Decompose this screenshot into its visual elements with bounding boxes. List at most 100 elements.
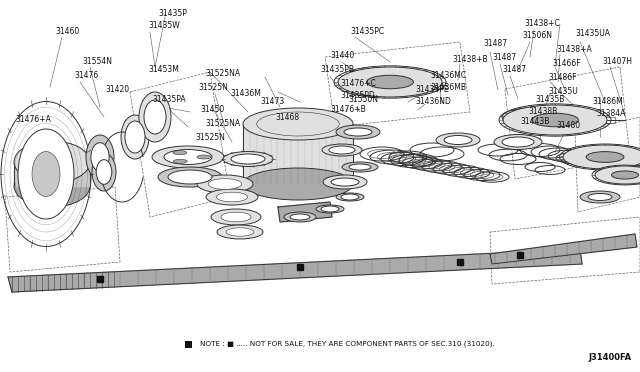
Text: J31400FA: J31400FA [589, 353, 632, 362]
Ellipse shape [331, 178, 359, 186]
Text: 31435PB: 31435PB [320, 65, 354, 74]
Ellipse shape [611, 171, 639, 179]
Text: 31435PD: 31435PD [340, 92, 375, 100]
Ellipse shape [158, 167, 222, 187]
Ellipse shape [329, 146, 355, 154]
Text: 31440: 31440 [330, 51, 355, 61]
Text: 31435PA: 31435PA [152, 96, 186, 105]
Bar [297, 264, 303, 270]
Ellipse shape [92, 153, 116, 191]
Bar [97, 276, 103, 282]
Ellipse shape [221, 212, 251, 222]
Ellipse shape [563, 145, 640, 169]
Text: 31436MC: 31436MC [430, 71, 466, 80]
Ellipse shape [206, 189, 258, 205]
Text: 31450: 31450 [200, 105, 224, 113]
Text: 31438+B: 31438+B [452, 55, 488, 64]
Text: 31438+A: 31438+A [556, 45, 592, 55]
Ellipse shape [341, 194, 359, 200]
Text: 31476+C: 31476+C [340, 80, 376, 89]
Text: 31435U: 31435U [548, 87, 578, 96]
Ellipse shape [436, 133, 480, 147]
Polygon shape [243, 124, 353, 184]
Ellipse shape [502, 108, 558, 126]
Text: 31435PC: 31435PC [350, 28, 384, 36]
Ellipse shape [32, 151, 60, 196]
Polygon shape [278, 202, 332, 222]
Ellipse shape [197, 175, 253, 193]
Text: 31487: 31487 [492, 52, 516, 61]
Ellipse shape [503, 105, 607, 135]
Text: 31476+A: 31476+A [15, 115, 51, 124]
Text: 31525N: 31525N [198, 83, 228, 93]
Ellipse shape [121, 115, 149, 159]
Text: 31506N: 31506N [522, 32, 552, 41]
Text: 31525NA: 31525NA [205, 70, 240, 78]
Ellipse shape [322, 144, 362, 156]
Text: 31435B: 31435B [535, 96, 564, 105]
Text: 31473: 31473 [260, 97, 284, 106]
Text: 31407H: 31407H [602, 58, 632, 67]
Text: NOTE : ■ ..... NOT FOR SALE, THEY ARE COMPONENT PARTS OF SEC.310 (31020).: NOTE : ■ ..... NOT FOR SALE, THEY ARE CO… [200, 341, 495, 347]
Text: 31435P: 31435P [158, 10, 187, 19]
Text: 31525NA: 31525NA [205, 119, 240, 128]
Ellipse shape [338, 67, 442, 97]
Ellipse shape [208, 179, 242, 189]
Text: 31436ND: 31436ND [415, 97, 451, 106]
Ellipse shape [344, 128, 372, 136]
Bar [185, 341, 192, 348]
Ellipse shape [336, 193, 364, 201]
Ellipse shape [321, 206, 339, 212]
Ellipse shape [243, 168, 353, 200]
Text: 31476+B: 31476+B [330, 106, 365, 115]
Ellipse shape [342, 162, 378, 172]
Ellipse shape [217, 225, 263, 239]
Ellipse shape [595, 166, 640, 184]
Ellipse shape [502, 137, 534, 147]
Ellipse shape [512, 111, 548, 123]
Text: 31468: 31468 [275, 112, 299, 122]
Ellipse shape [86, 135, 114, 179]
Ellipse shape [223, 151, 273, 167]
Bar [457, 259, 463, 265]
Ellipse shape [168, 170, 212, 184]
Ellipse shape [91, 143, 109, 171]
Polygon shape [490, 234, 637, 264]
Text: 31480: 31480 [556, 121, 580, 129]
Ellipse shape [316, 205, 344, 213]
Text: 31435UA: 31435UA [575, 29, 610, 38]
Text: 31384A: 31384A [596, 109, 625, 119]
Ellipse shape [164, 150, 212, 164]
Text: 31554N: 31554N [82, 58, 112, 67]
Ellipse shape [494, 135, 542, 150]
Text: 31420: 31420 [105, 86, 129, 94]
Text: 31466F: 31466F [552, 60, 580, 68]
Ellipse shape [367, 75, 413, 89]
Ellipse shape [586, 152, 624, 163]
Ellipse shape [284, 212, 316, 222]
Ellipse shape [243, 108, 353, 140]
Ellipse shape [349, 164, 371, 170]
Ellipse shape [226, 228, 254, 236]
Text: 31525N: 31525N [195, 132, 225, 141]
Ellipse shape [580, 191, 620, 203]
Text: 31436M: 31436M [230, 90, 261, 99]
Ellipse shape [152, 146, 224, 168]
Text: 31476: 31476 [74, 71, 99, 80]
Text: 31486M: 31486M [592, 97, 623, 106]
Text: 31487: 31487 [483, 39, 507, 48]
Polygon shape [14, 162, 90, 186]
Ellipse shape [14, 141, 90, 183]
Ellipse shape [173, 159, 187, 163]
Ellipse shape [197, 155, 211, 159]
Text: 31486F: 31486F [548, 74, 577, 83]
Ellipse shape [144, 100, 166, 134]
Text: 31435W: 31435W [148, 22, 180, 31]
Polygon shape [8, 249, 582, 292]
Ellipse shape [290, 214, 310, 220]
Ellipse shape [14, 165, 90, 207]
Text: 31487: 31487 [502, 64, 526, 74]
Text: 31438B: 31438B [528, 108, 557, 116]
Text: 31435PE: 31435PE [415, 86, 449, 94]
Text: 31436MB: 31436MB [430, 83, 466, 93]
